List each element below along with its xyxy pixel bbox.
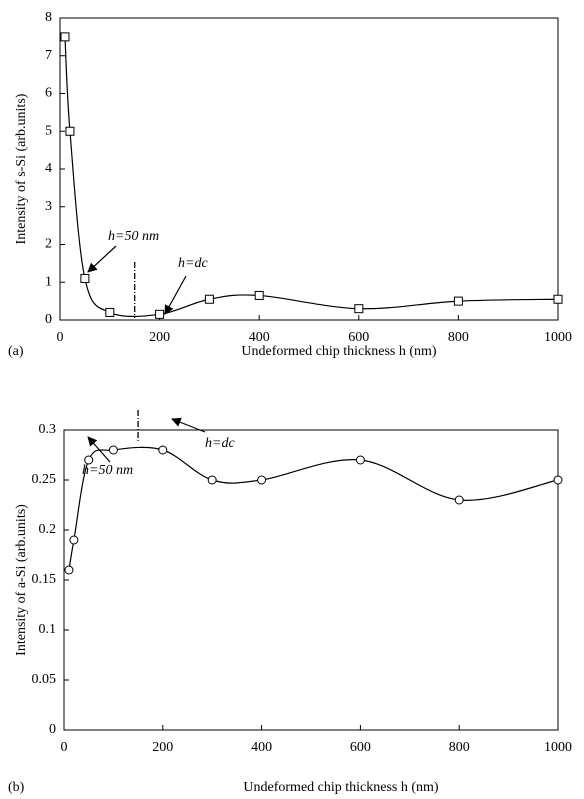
x-tick-label: 200	[152, 740, 173, 755]
y-tick-label: 0	[45, 312, 52, 327]
panel-label: (b)	[8, 780, 25, 795]
marker	[60, 32, 70, 42]
marker	[80, 273, 90, 283]
marker	[454, 495, 464, 505]
plot-frame	[63, 429, 559, 731]
annotation-arrow	[164, 275, 187, 315]
marker	[553, 294, 563, 304]
marker	[105, 307, 115, 317]
marker	[158, 445, 168, 455]
marker	[69, 535, 79, 545]
y-tick-label: 1	[45, 274, 52, 289]
annotation-arrow	[87, 436, 111, 463]
x-tick-label: 800	[449, 740, 470, 755]
y-tick-label: 0.15	[32, 572, 57, 587]
y-tick-label: 2	[45, 237, 52, 252]
x-tick-label: 400	[249, 330, 270, 345]
marker	[65, 126, 75, 136]
marker	[257, 475, 267, 485]
marker	[84, 455, 94, 465]
x-tick-label: 0	[57, 330, 64, 345]
x-axis-label: Undeformed chip thickness h (nm)	[243, 780, 439, 795]
marker	[108, 445, 118, 455]
y-tick-label: 4	[45, 161, 52, 176]
marker	[453, 296, 463, 306]
y-tick-label: 7	[45, 48, 52, 63]
x-tick-label: 0	[61, 740, 68, 755]
y-tick-label: 0.1	[39, 622, 57, 637]
marker	[355, 455, 365, 465]
marker	[354, 304, 364, 314]
curve	[68, 446, 559, 571]
y-tick-label: 0.05	[32, 672, 57, 687]
y-axis-label: Intensity of a-Si (arb.units)	[14, 504, 29, 656]
annotation-arrow	[171, 417, 206, 433]
x-tick-label: 200	[149, 330, 170, 345]
y-tick-label: 0.3	[39, 422, 57, 437]
y-axis-label: Intensity of s-Si (arb.units)	[14, 93, 29, 244]
y-tick-label: 3	[45, 199, 52, 214]
x-tick-label: 600	[348, 330, 369, 345]
annotation: h=dc	[178, 256, 208, 271]
marker	[155, 309, 165, 319]
x-tick-label: 400	[251, 740, 272, 755]
annotation-arrow	[87, 245, 117, 273]
marker	[204, 294, 214, 304]
y-tick-label: 0	[49, 722, 56, 737]
y-tick-label: 5	[45, 123, 52, 138]
x-axis-label: Undeformed chip thickness h (nm)	[241, 344, 437, 359]
y-tick-label: 6	[45, 86, 52, 101]
panel-label: (a)	[8, 344, 24, 359]
y-tick-label: 8	[45, 10, 52, 25]
curve	[64, 36, 559, 318]
x-tick-label: 1000	[544, 740, 572, 755]
x-tick-label: 600	[350, 740, 371, 755]
annotation: h=50 nm	[108, 229, 159, 244]
marker	[64, 565, 74, 575]
x-tick-label: 800	[448, 330, 469, 345]
x-tick-label: 1000	[544, 330, 572, 345]
marker	[207, 475, 217, 485]
annotation: h=50 nm	[82, 463, 133, 478]
y-tick-label: 0.25	[32, 472, 57, 487]
y-tick-label: 0.2	[39, 522, 57, 537]
marker	[553, 475, 563, 485]
annotation: h=dc	[205, 436, 235, 451]
marker	[254, 290, 264, 300]
